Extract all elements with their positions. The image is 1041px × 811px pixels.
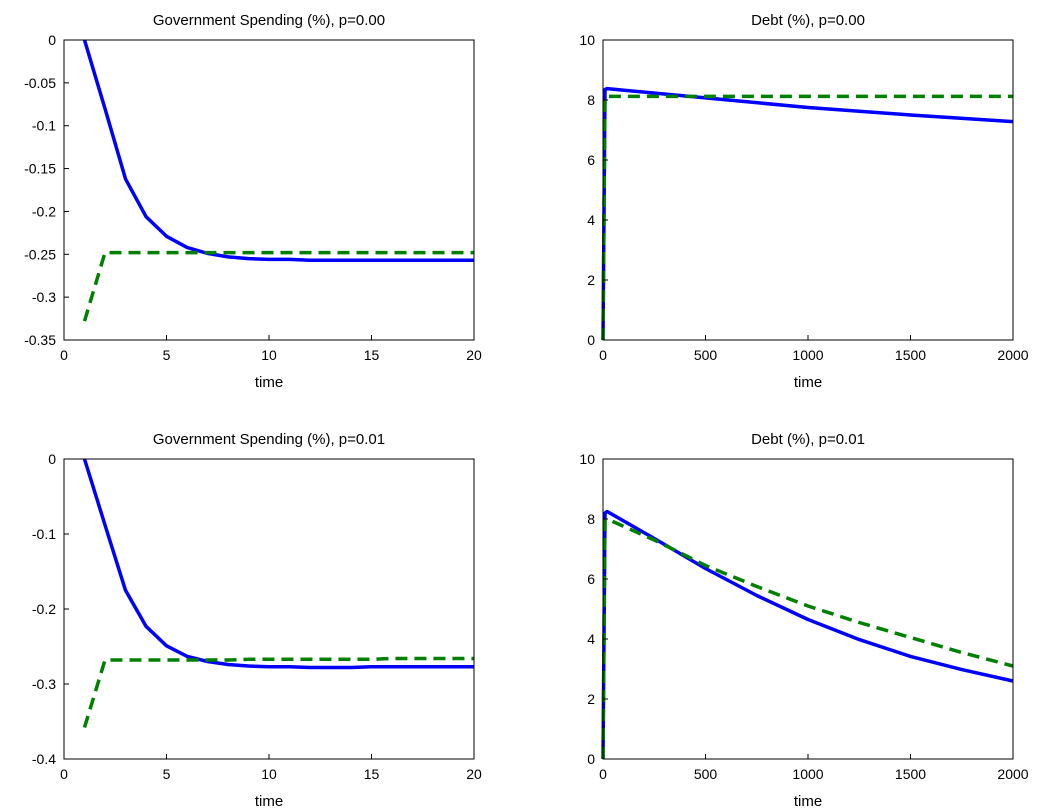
x-tick-label: 20: [466, 766, 482, 782]
y-tick-label: -0.1: [32, 118, 56, 134]
plot-area: [601, 86, 1014, 341]
x-tick-label: 5: [163, 347, 171, 363]
axes-box: [602, 39, 1014, 341]
chart-title: Debt (%), p=0.01: [751, 431, 865, 448]
x-tick-label: 500: [694, 766, 718, 782]
chart-title: Debt (%), p=0.00: [751, 12, 865, 29]
x-axis-label: time: [794, 374, 822, 391]
y-tick-label: -0.15: [24, 161, 56, 177]
series-line-dashed-green: [601, 94, 1013, 341]
y-tick-label: 2: [587, 691, 595, 707]
axes-box: [63, 458, 475, 760]
y-tick-label: 8: [587, 511, 595, 527]
chart-title: Government Spending (%), p=0.01: [153, 431, 385, 448]
panel-debt-p001: Debt (%), p=0.01 time 0 500 1000 1500 2000 0 2…: [579, 431, 1028, 810]
y-tick-label: 0: [48, 32, 56, 48]
chart-title: Government Spending (%), p=0.00: [153, 12, 385, 29]
y-tick-label: 6: [587, 152, 595, 168]
y-tick-label: 0: [587, 751, 595, 767]
series-line-solid-blue: [82, 39, 474, 263]
y-tick-label: -0.3: [32, 289, 56, 305]
x-tick-label: 2000: [997, 766, 1028, 782]
x-tick-label: 0: [599, 347, 607, 363]
plot-area: [82, 39, 474, 322]
panel-gov-spending-p001: Government Spending (%), p=0.01 time 0 5 1…: [32, 431, 482, 810]
x-axis-label: time: [255, 374, 283, 391]
y-tick-label: 10: [579, 451, 595, 467]
panel-gov-spending-p000: Government Spending (%), p=0.00 time 0 5 1…: [24, 12, 482, 391]
plot-area: [82, 458, 474, 729]
series-line-solid-blue: [82, 458, 474, 670]
y-tick-label: -0.2: [32, 601, 56, 617]
y-tick-label: -0.35: [24, 332, 56, 348]
y-tick-label: 4: [587, 212, 595, 228]
y-tick-label: -0.1: [32, 526, 56, 542]
axes-box: [602, 458, 1014, 760]
x-tick-label: 20: [466, 347, 482, 363]
x-tick-label: 10: [261, 766, 277, 782]
x-tick-label: 15: [364, 766, 380, 782]
x-tick-label: 15: [364, 347, 380, 363]
y-tick-label: 2: [587, 272, 595, 288]
x-tick-label: 0: [60, 347, 68, 363]
x-tick-label: 1500: [895, 766, 926, 782]
series-line-solid-blue: [601, 509, 1014, 760]
series-line-dashed-green: [601, 517, 1014, 760]
y-tick-label: -0.05: [24, 75, 56, 91]
x-tick-label: 500: [694, 347, 718, 363]
y-tick-label: 8: [587, 92, 595, 108]
series-line-dashed-green: [82, 250, 474, 322]
x-axis-label: time: [794, 793, 822, 810]
x-tick-label: 1000: [792, 766, 823, 782]
y-tick-label: 6: [587, 571, 595, 587]
x-tick-label: 2000: [997, 347, 1028, 363]
x-tick-label: 0: [599, 766, 607, 782]
y-tick-label: 0: [48, 451, 56, 467]
series-line-dashed-green: [82, 656, 474, 729]
axes-box: [63, 39, 475, 341]
y-tick-label: 10: [579, 32, 595, 48]
x-axis-label: time: [255, 793, 283, 810]
plot-area: [601, 509, 1014, 760]
series-line-solid-blue: [601, 86, 1014, 341]
y-tick-label: -0.3: [32, 676, 56, 692]
y-tick-label: -0.4: [32, 751, 56, 767]
panel-debt-p000: Debt (%), p=0.00 time 0 500 1000 1500 2000 0 2…: [579, 12, 1028, 391]
x-tick-label: 5: [163, 766, 171, 782]
x-tick-label: 1000: [792, 347, 823, 363]
x-tick-label: 0: [60, 766, 68, 782]
x-tick-label: 1500: [895, 347, 926, 363]
y-tick-label: -0.25: [24, 246, 56, 262]
y-tick-label: 4: [587, 631, 595, 647]
y-tick-label: 0: [587, 332, 595, 348]
x-tick-label: 10: [261, 347, 277, 363]
y-tick-label: -0.2: [32, 203, 56, 219]
